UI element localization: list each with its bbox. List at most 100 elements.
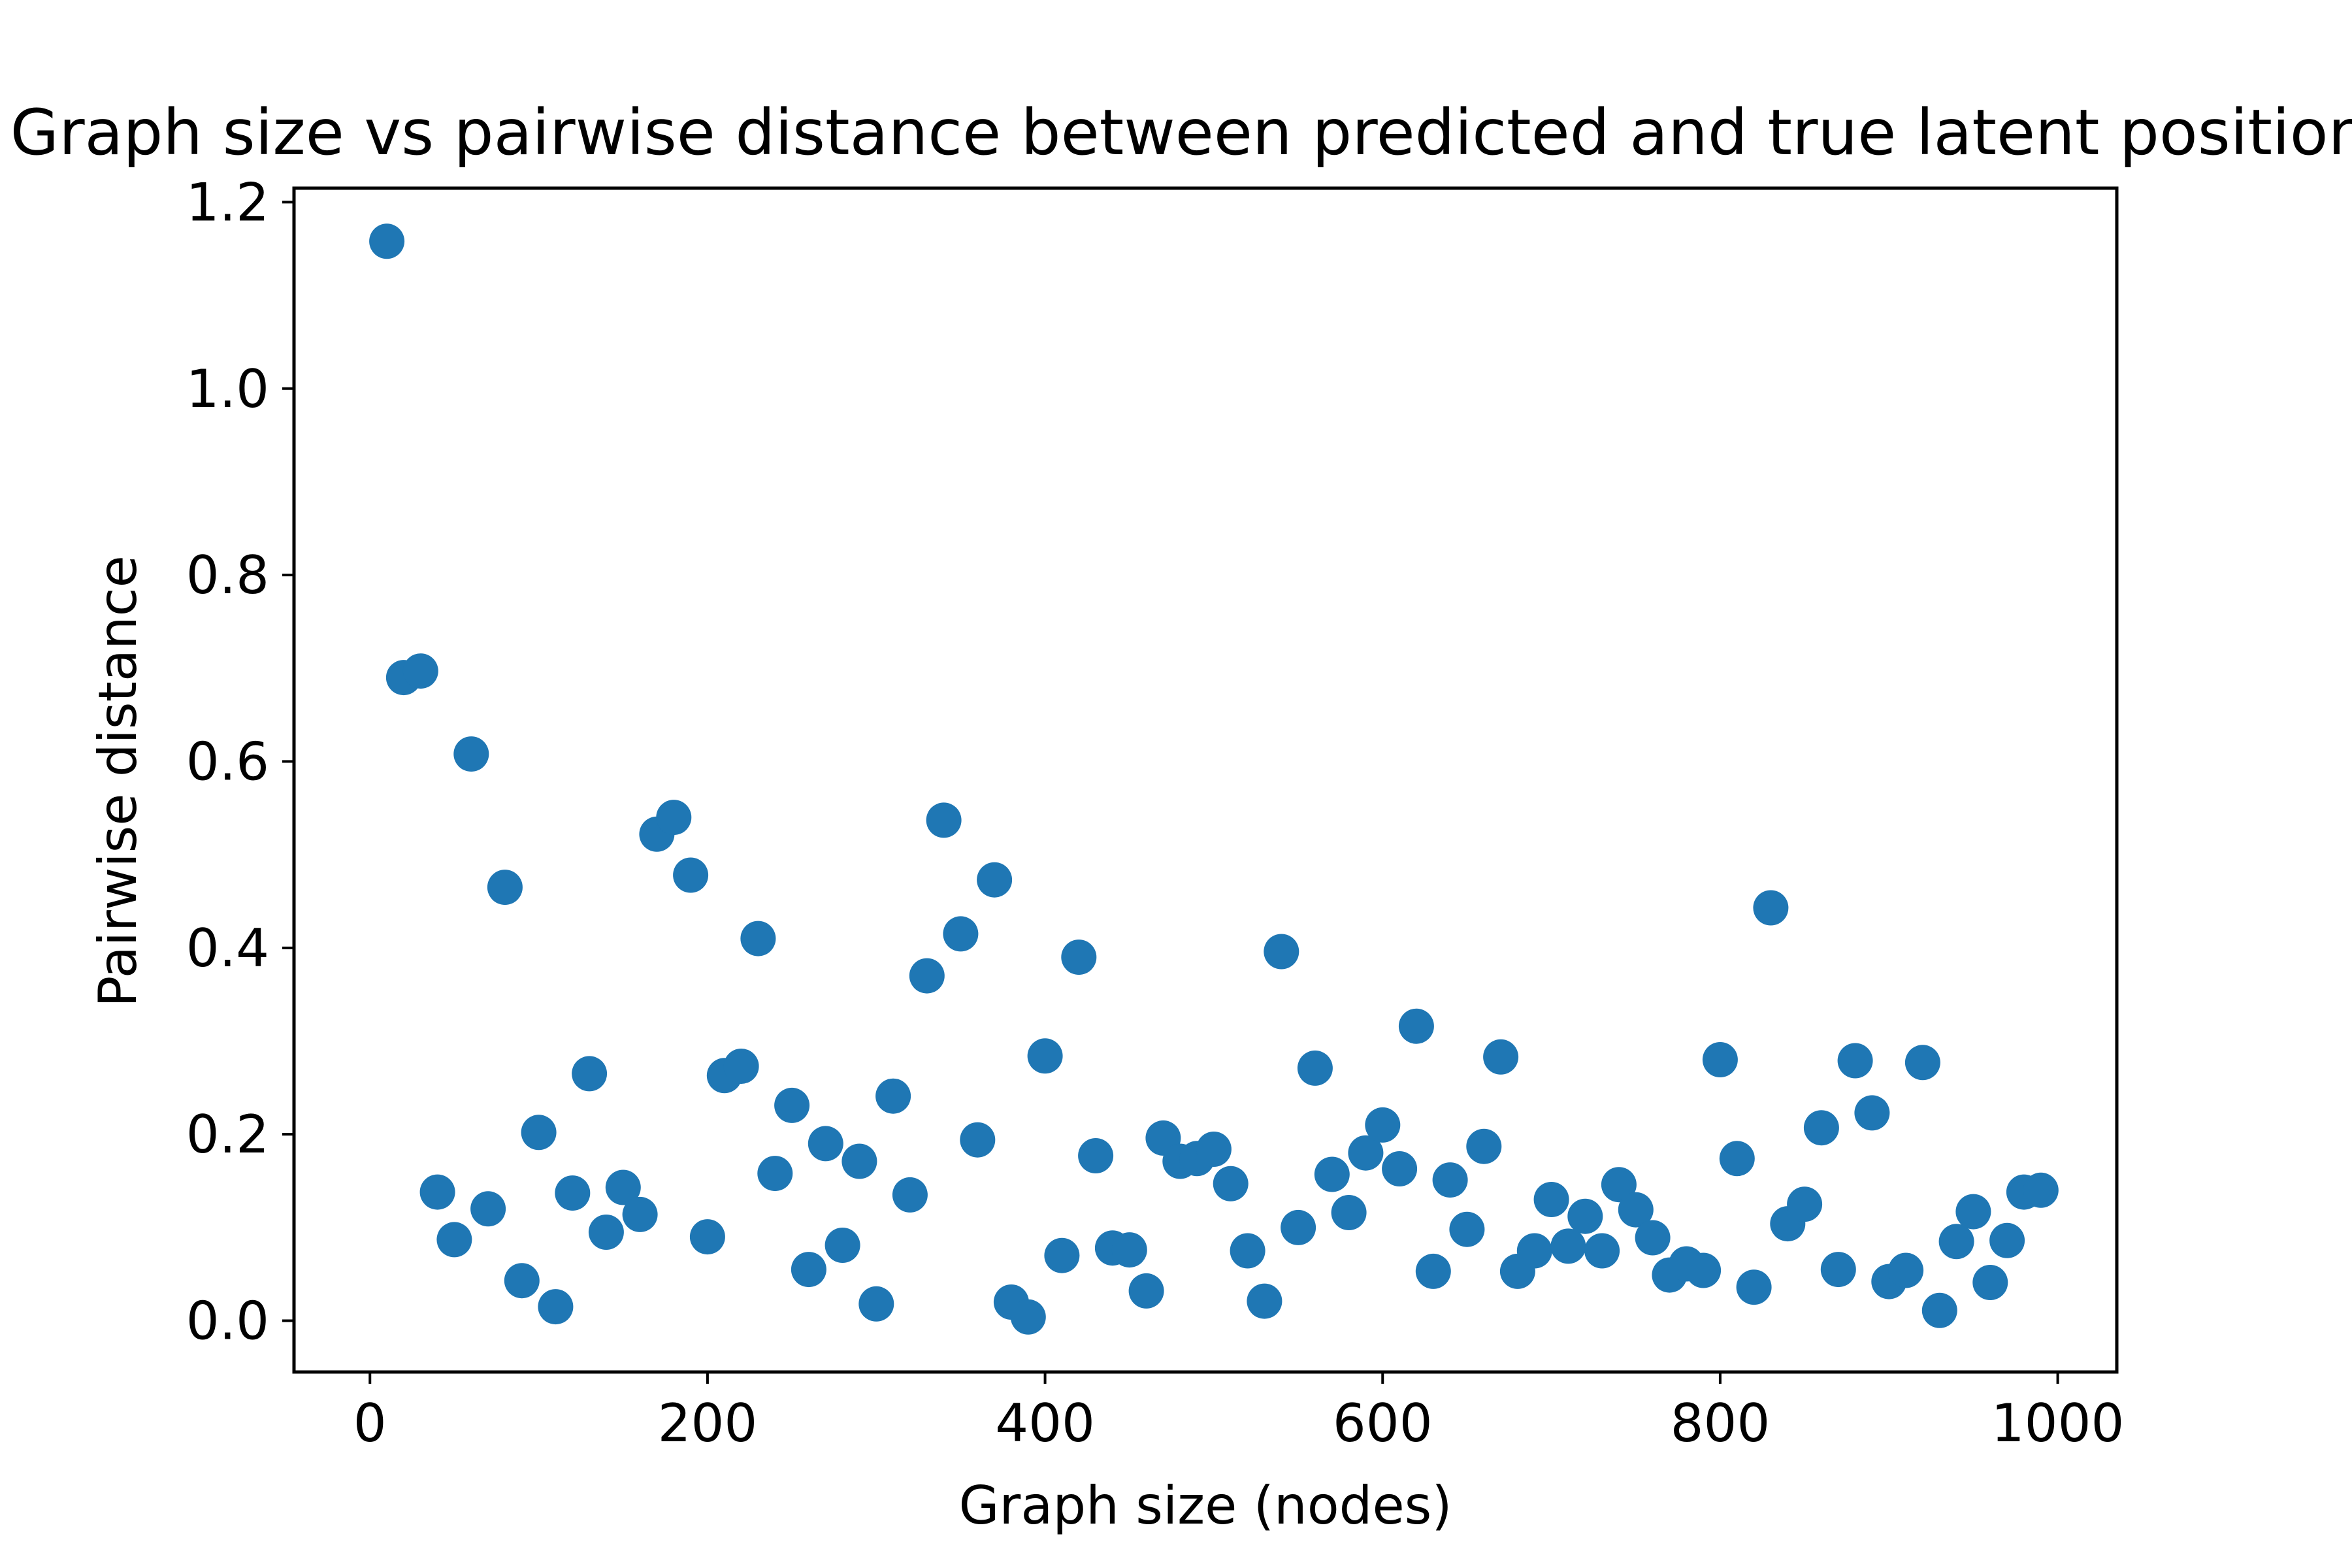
y-tick-label: 1.0 [186,359,269,419]
data-point [487,870,523,906]
data-point [1213,1166,1249,1201]
data-point [1297,1050,1333,1086]
data-point [791,1252,826,1288]
data-point [605,1169,641,1205]
data-point [1533,1182,1569,1217]
data-point [1736,1269,1772,1305]
data-point [943,916,979,952]
data-point [1230,1233,1266,1269]
data-point [470,1191,506,1227]
data-point [622,1196,658,1232]
data-point [1618,1192,1654,1228]
data-point [1398,1008,1434,1044]
data-point [1264,934,1299,970]
data-point [1314,1156,1350,1192]
data-point [1365,1107,1401,1143]
data-point [369,223,405,259]
data-point [1061,939,1097,975]
data-point [2023,1172,2059,1208]
x-axis-label: Graph size (nodes) [958,1475,1452,1536]
data-point [1635,1220,1671,1256]
data-point [588,1215,624,1250]
data-point [1989,1222,2025,1258]
data-point [1787,1186,1823,1222]
data-point [1516,1233,1552,1269]
data-point [453,736,489,772]
data-point [1415,1253,1451,1289]
data-point [1567,1198,1603,1234]
data-point [825,1228,860,1263]
data-point [1601,1167,1637,1203]
y-axis-label: Pairwise distance [88,555,148,1007]
data-point [1803,1110,1839,1146]
data-point [926,802,962,838]
points-layer [369,223,2059,1335]
data-point [402,653,438,689]
data-point [1078,1138,1114,1173]
x-tick-label: 200 [658,1393,758,1454]
data-point [1938,1224,1974,1260]
y-tick-label: 0.8 [186,545,269,606]
y-tick-label: 0.2 [186,1104,269,1165]
data-point [1550,1228,1586,1264]
data-point [1466,1128,1502,1164]
data-point [555,1175,591,1211]
data-point [673,857,709,893]
data-point [808,1126,843,1162]
data-point [875,1078,911,1114]
data-point [1921,1292,1957,1328]
data-point [419,1174,455,1210]
data-point [1904,1045,1940,1081]
data-point [740,921,776,956]
data-point [1955,1194,1991,1230]
data-point [1348,1135,1384,1171]
data-point [858,1286,894,1322]
data-point [1247,1283,1282,1319]
x-axis: 0 200 400 600 800 1000 [353,1372,2125,1454]
data-point [538,1289,574,1325]
data-point [757,1156,793,1192]
data-point [774,1087,810,1123]
data-point [1382,1151,1418,1186]
data-point [1128,1273,1164,1309]
data-point [1820,1252,1856,1288]
x-tick-label: 600 [1333,1393,1433,1454]
data-point [1584,1233,1620,1269]
plot-area [292,186,2119,1374]
x-tick-label: 800 [1671,1393,1771,1454]
data-point [1111,1232,1147,1268]
data-point [977,862,1013,898]
y-tick-label: 0.4 [186,918,269,979]
y-axis: 0.0 0.2 0.4 0.6 0.8 1.0 1.2 [186,172,294,1352]
data-point [909,958,945,994]
data-point [841,1143,877,1179]
data-point [1281,1209,1316,1245]
y-tick-label: 1.2 [186,172,269,233]
y-tick-label: 0.0 [186,1291,269,1352]
data-point [1331,1195,1367,1230]
x-tick-label: 400 [995,1393,1095,1454]
data-point [1972,1265,2008,1300]
data-point [1483,1039,1519,1075]
data-point [1837,1043,1873,1079]
x-tick-label: 0 [353,1393,387,1454]
chart-title: Graph size vs pairwise distance between … [10,96,2352,169]
data-point [1010,1299,1046,1335]
data-point [1702,1042,1738,1077]
x-tick-label: 1000 [1991,1393,2125,1454]
data-point [1888,1252,1924,1288]
data-point [960,1122,996,1158]
data-point [1044,1237,1080,1273]
data-point [521,1115,557,1151]
data-point [656,800,692,836]
data-point [689,1219,725,1255]
plot-frame [292,186,2119,1374]
data-point [436,1222,472,1258]
data-point [572,1056,608,1092]
data-point [1686,1252,1722,1288]
data-point [1449,1211,1485,1247]
data-point [1027,1038,1063,1074]
data-point [892,1177,928,1213]
